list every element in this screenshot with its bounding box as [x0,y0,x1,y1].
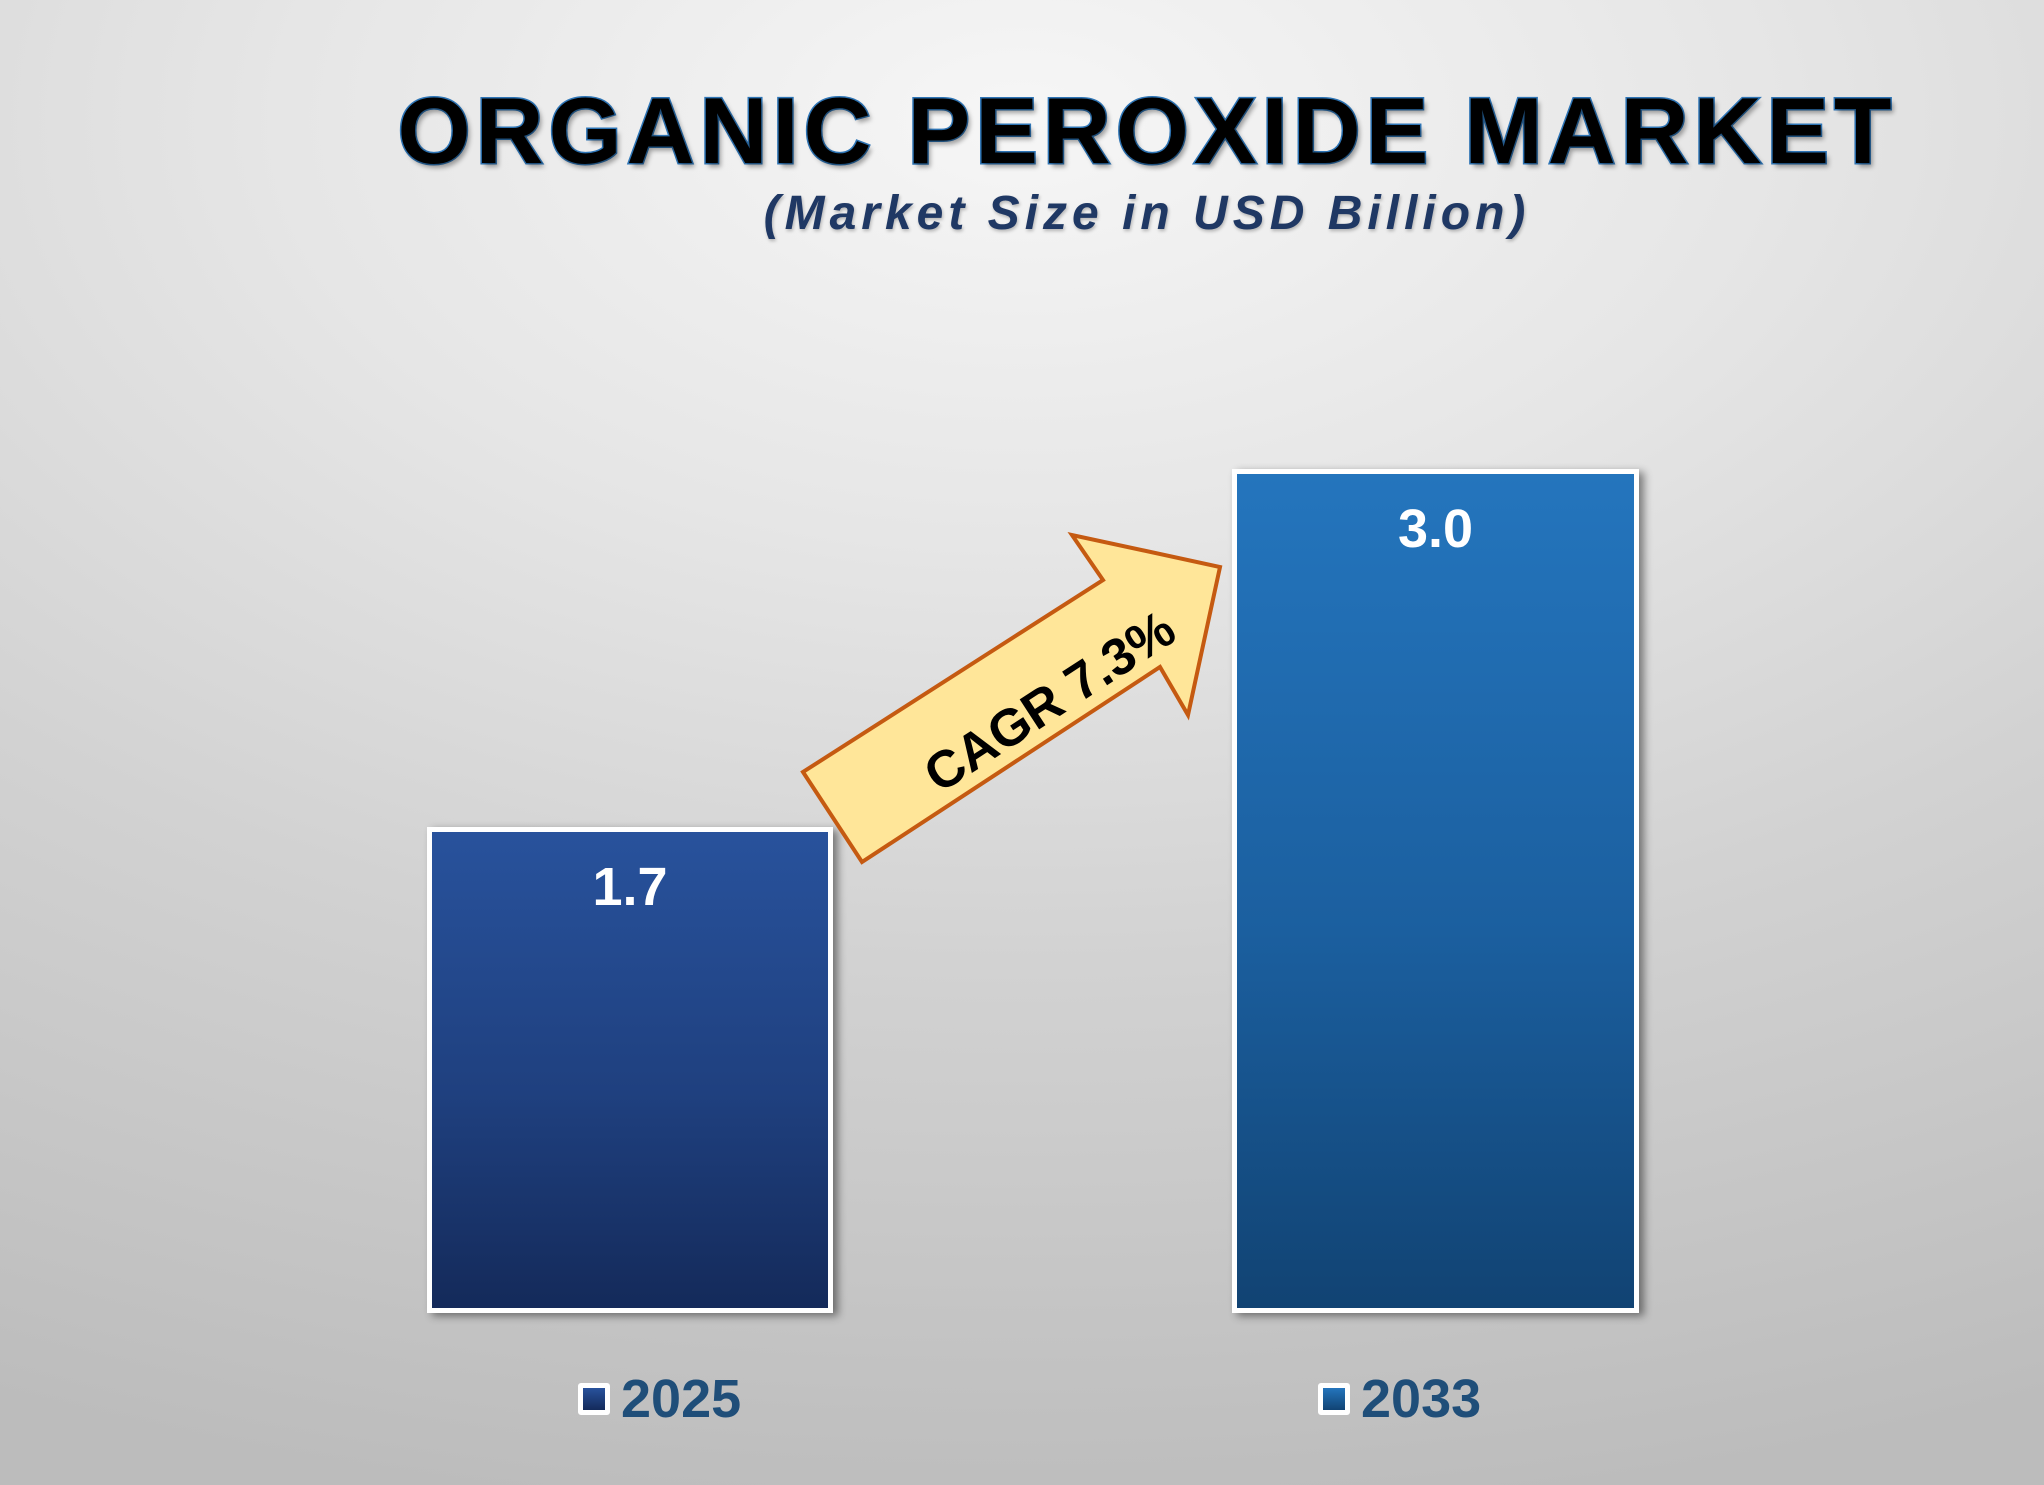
legend-swatch-icon [1318,1383,1350,1415]
legend-label: 2033 [1361,1369,1482,1429]
bar-value-label: 3.0 [1397,499,1474,559]
legend-item-2025: 2025 [578,1372,741,1426]
legend-label: 2025 [621,1369,742,1429]
chart-subtitle: (Market Size in USD Billion) [763,187,1531,240]
bar-2025: 1.7 [427,827,833,1313]
bar-2033: 3.0 [1232,469,1639,1313]
legend-item-2033: 2033 [1318,1372,1481,1426]
bar-value-label: 1.7 [592,857,668,917]
chart-title: ORGANIC PEROXIDE MARKET [396,78,1897,183]
cagr-label: CAGR 7.3% [914,599,1186,805]
legend-swatch-icon [578,1383,610,1415]
